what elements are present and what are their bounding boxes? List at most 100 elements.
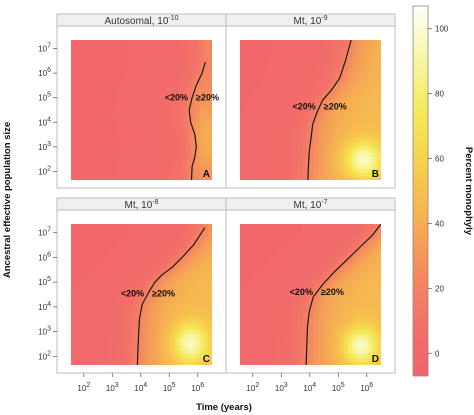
heatmap-cell (145, 310, 151, 315)
heatmap-cell (153, 239, 159, 245)
heatmap-cell (124, 156, 130, 162)
heatmap-cell (174, 325, 180, 331)
heatmap-cell (112, 224, 118, 229)
heatmap-cell (244, 152, 249, 158)
heatmap-cell (166, 141, 172, 146)
heatmap-cell (364, 361, 370, 365)
heatmap-cell (289, 113, 295, 119)
heatmap-cell (306, 298, 312, 303)
heatmap-cell (170, 337, 176, 343)
heatmap-cell (289, 353, 295, 358)
heatmap-cell (331, 71, 336, 76)
heatmap-cell (252, 267, 258, 272)
heatmap-cell (149, 278, 155, 284)
heatmap-cell (95, 286, 101, 292)
heatmap-cell (83, 263, 89, 268)
heatmap-cell (285, 271, 291, 276)
heatmap-cell (137, 294, 143, 300)
heatmap-cell (289, 267, 295, 272)
heatmap-cell (376, 357, 381, 362)
heatmap-cell (95, 271, 101, 276)
heatmap-cell (158, 102, 163, 107)
heatmap-cell (129, 125, 134, 131)
heatmap-cell (75, 125, 80, 131)
heatmap-cell (368, 357, 374, 362)
heatmap-cell (178, 82, 184, 88)
heatmap-cell (120, 243, 126, 249)
heatmap-cell (260, 164, 266, 169)
y-tick-label-base: 10 (38, 143, 47, 152)
heatmap-cell (302, 310, 307, 315)
heatmap-cell (260, 314, 266, 319)
heatmap-cell (260, 156, 266, 162)
heatmap-cell (289, 247, 295, 253)
heatmap-cell (133, 59, 138, 64)
heatmap-cell (145, 117, 151, 123)
heatmap-cell (129, 255, 134, 260)
heatmap-cell (166, 357, 172, 362)
heatmap-cell (244, 243, 249, 249)
y-tick-label: 102 (38, 165, 51, 176)
heatmap-cell (364, 333, 370, 339)
heatmap-cell (368, 361, 374, 365)
heatmap-cell (351, 325, 357, 331)
heatmap-cell (100, 318, 105, 323)
heatmap-cell (252, 353, 258, 358)
heatmap-cell (310, 129, 316, 134)
heatmap-cell (137, 353, 143, 358)
heatmap-cell (327, 75, 332, 80)
heatmap-cell (120, 337, 126, 343)
heatmap-cell (331, 286, 336, 292)
heatmap-cell (83, 47, 89, 53)
heatmap-cell (364, 227, 370, 233)
heatmap-cell (203, 63, 209, 68)
heatmap-cell (153, 152, 159, 158)
heatmap-cell (327, 47, 332, 53)
heatmap-cell (195, 164, 201, 169)
heatmap-cell (187, 172, 192, 177)
heatmap-cell (133, 71, 138, 76)
heatmap-cell (281, 110, 287, 115)
heatmap-cell (195, 129, 201, 134)
heatmap-cell (108, 235, 114, 241)
heatmap-cell (269, 235, 274, 241)
heatmap-cell (112, 267, 118, 272)
heatmap-cell (260, 321, 266, 327)
heatmap-cell (368, 43, 374, 49)
heatmap-cell (289, 235, 295, 241)
heatmap-cell (306, 306, 312, 311)
heatmap-cell (158, 224, 163, 229)
heatmap-cell (203, 286, 209, 292)
heatmap-cell (351, 274, 357, 280)
heatmap-cell (302, 113, 307, 119)
heatmap-cell (149, 82, 155, 88)
heatmap-cell (302, 314, 307, 319)
heatmap-cell (256, 40, 262, 45)
heatmap-cell (256, 113, 262, 119)
heatmap-cell (170, 160, 176, 166)
heatmap-cell (281, 325, 287, 331)
heatmap-cell (153, 224, 159, 229)
heatmap-cell (269, 274, 274, 280)
heatmap-cell (71, 353, 76, 358)
heatmap-cell (207, 349, 212, 354)
heatmap-cell (360, 148, 366, 154)
heatmap-cell (351, 156, 357, 162)
heatmap-cell (298, 310, 303, 315)
heatmap-cell (339, 172, 345, 177)
heatmap-cell (322, 133, 328, 138)
heatmap-cell (310, 55, 316, 61)
heatmap-cell (306, 110, 312, 115)
heatmap-cell (360, 227, 366, 233)
heatmap-cell (129, 102, 134, 107)
heatmap-cell (244, 306, 249, 311)
heatmap-cell (166, 86, 172, 92)
heatmap-cell (178, 59, 184, 64)
heatmap-cell (364, 90, 370, 96)
heatmap-cell (95, 278, 101, 284)
heatmap-cell (91, 271, 97, 276)
heatmap-cell (95, 156, 101, 162)
heatmap-cell (79, 67, 85, 72)
heatmap-cell (269, 168, 274, 173)
heatmap-cell (314, 168, 320, 173)
